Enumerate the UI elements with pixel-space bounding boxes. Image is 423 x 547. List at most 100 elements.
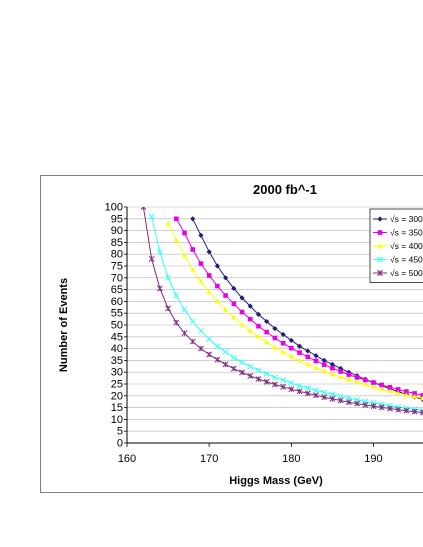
data-point [288,337,294,343]
data-point [239,295,245,301]
data-point [354,375,360,380]
series-group [140,207,423,416]
data-point [165,305,172,312]
data-point-stroke [321,389,328,396]
data-point [288,380,295,387]
legend-item: √s = 300 [373,214,423,224]
data-point [330,365,335,371]
data-point-stroke [214,343,221,350]
data-point [198,261,204,266]
data-point [214,298,220,304]
data-point [190,247,196,252]
data-point [395,406,402,413]
data-point [239,369,245,376]
legend-item: √s = 450 [373,255,423,265]
data-point [239,321,245,327]
data-point [264,339,270,345]
data-point [190,216,196,222]
data-point-stroke [173,292,180,299]
data-point [313,365,319,370]
legend-item: √s = 500 [373,268,423,278]
data-point [198,278,204,284]
data-point [329,361,336,368]
y-tick-label: 75 [111,261,123,273]
data-point [337,393,344,400]
data-point [305,354,311,360]
data-point [156,285,163,292]
data-point [297,350,302,355]
y-tick-label: 0 [117,438,123,450]
y-tick-label: 60 [111,296,123,308]
data-point [165,274,172,281]
data-point [321,368,327,374]
data-point [345,399,352,406]
x-axis-label: Higgs Mass (GeV) [229,475,323,487]
legend-label: √s = 450 [390,255,423,265]
data-point [222,275,229,281]
y-tick-label: 85 [111,237,123,249]
data-point [271,374,278,381]
y-tick-label: 30 [111,367,123,379]
y-tick-label: 70 [111,272,123,284]
data-point [321,362,327,367]
data-point [403,407,410,414]
series-2 [173,216,423,398]
data-point-stroke [222,349,229,356]
data-point-stroke [142,207,147,210]
y-tick-label: 100 [105,202,123,214]
series-3 [165,220,423,401]
series-4 [148,213,423,414]
legend-item: √s = 400 [373,241,423,251]
legend-label: √s = 400 [390,241,423,251]
data-point [189,318,196,325]
data-point-stroke [296,382,303,389]
data-point [404,389,409,394]
data-point [313,392,319,399]
data-point-stroke [247,363,254,370]
data-point [379,382,385,388]
data-point [337,397,344,404]
data-point [264,318,270,325]
y-axis-label: Number of Events [58,278,70,372]
y-tick-label: 80 [111,249,123,261]
data-point-stroke [239,359,245,366]
data-point [305,348,311,354]
data-point [403,392,409,397]
x-tick-label: 190 [364,453,382,465]
data-point [222,349,229,356]
data-point [182,230,187,236]
y-tick-label: 50 [111,320,123,332]
data-point [215,283,220,289]
y-tick-label: 20 [111,390,123,402]
data-point [377,230,383,235]
data-point [190,266,196,272]
data-point [181,252,188,258]
data-point [420,393,423,398]
data-point [255,376,262,382]
data-point [377,270,383,276]
data-point [197,327,204,334]
data-point [321,357,327,363]
data-point [230,354,237,361]
data-point [420,395,423,401]
data-point [173,292,180,299]
data-point [198,232,204,238]
axes: 0510152025303540455055606570758085909510… [105,202,423,465]
data-point [255,311,262,317]
data-point [181,306,188,313]
data-point [214,263,220,269]
data-point [271,381,278,388]
y-tick-label: 5 [117,426,123,438]
data-point [362,402,369,408]
data-point [354,379,360,385]
data-point [256,323,261,329]
data-point [206,289,212,295]
data-point [239,359,245,366]
data-point [140,207,147,210]
data-point [377,216,383,222]
data-point [378,404,385,411]
data-point [255,334,262,339]
data-point [272,344,278,350]
y-tick-label: 25 [111,379,123,391]
series-5 [140,207,423,416]
